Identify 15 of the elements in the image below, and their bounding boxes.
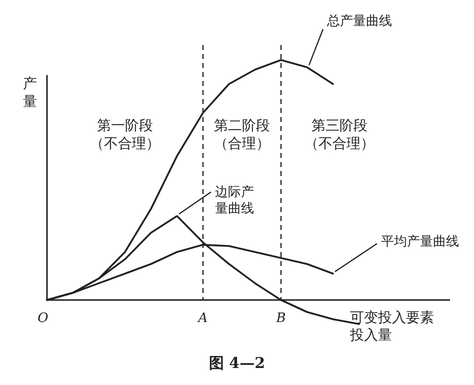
x-tick-label: B [275,311,286,326]
annotation: （不合理） [304,136,374,152]
annotation: （合理） [214,136,270,152]
text: 平均产量曲线 [381,234,459,250]
text: 图 4—2 [208,354,266,372]
legend-label: 边际产量曲线 [215,185,254,216]
annotation: （不合理） [90,136,160,152]
annotation: 第三阶段 [312,118,368,134]
y-axis-title: 产量 [23,76,37,110]
x-tick-label: A [197,311,208,326]
text: 总产量曲线 [326,14,392,30]
x-axis-title: 可变投入要素投入量 [349,310,434,344]
x-tick-label: O [38,311,49,326]
annotation: 第二阶段 [214,118,270,134]
annotation: 第一阶段 [97,118,153,134]
